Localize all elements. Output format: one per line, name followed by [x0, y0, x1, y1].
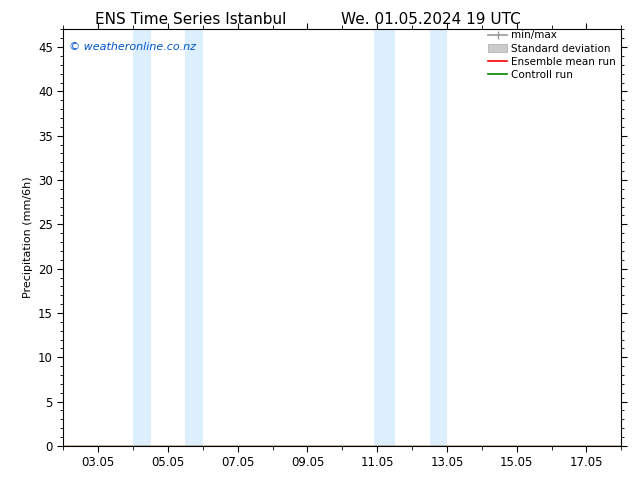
Y-axis label: Precipitation (mm/6h): Precipitation (mm/6h) [23, 177, 32, 298]
Bar [429, 29, 447, 446]
Text: ENS Time Series Istanbul: ENS Time Series Istanbul [94, 12, 286, 27]
Text: We. 01.05.2024 19 UTC: We. 01.05.2024 19 UTC [341, 12, 521, 27]
Bar [185, 29, 203, 446]
Text: © weatheronline.co.nz: © weatheronline.co.nz [69, 42, 196, 52]
Bar [133, 29, 150, 446]
Legend: min/max, Standard deviation, Ensemble mean run, Controll run: min/max, Standard deviation, Ensemble me… [488, 30, 616, 80]
Bar [374, 29, 394, 446]
